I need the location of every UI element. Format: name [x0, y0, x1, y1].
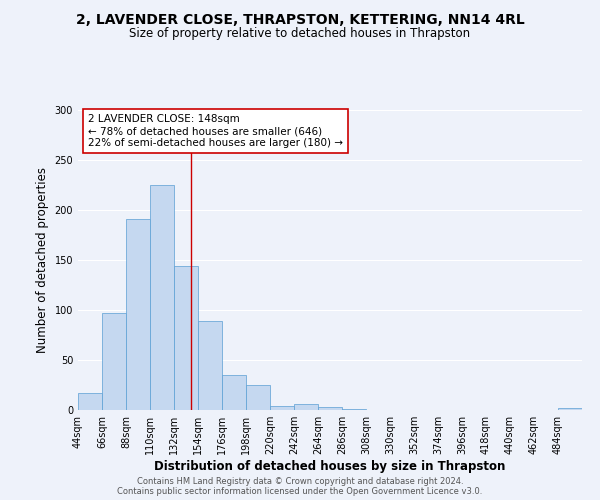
Text: Size of property relative to detached houses in Thrapston: Size of property relative to detached ho… — [130, 28, 470, 40]
Bar — [270, 406, 294, 410]
Bar — [222, 375, 246, 410]
Bar — [102, 313, 126, 410]
Text: 2 LAVENDER CLOSE: 148sqm
← 78% of detached houses are smaller (646)
22% of semi-: 2 LAVENDER CLOSE: 148sqm ← 78% of detach… — [88, 114, 343, 148]
Bar — [246, 385, 270, 410]
X-axis label: Distribution of detached houses by size in Thrapston: Distribution of detached houses by size … — [154, 460, 506, 473]
Bar — [342, 409, 366, 410]
Bar — [294, 404, 318, 410]
Bar — [78, 393, 102, 410]
Bar — [150, 185, 174, 410]
Bar — [198, 321, 222, 410]
Bar — [318, 407, 342, 410]
Y-axis label: Number of detached properties: Number of detached properties — [36, 167, 49, 353]
Bar — [126, 219, 150, 410]
Text: Contains public sector information licensed under the Open Government Licence v3: Contains public sector information licen… — [118, 486, 482, 496]
Text: 2, LAVENDER CLOSE, THRAPSTON, KETTERING, NN14 4RL: 2, LAVENDER CLOSE, THRAPSTON, KETTERING,… — [76, 12, 524, 26]
Bar — [558, 408, 582, 410]
Bar — [174, 266, 198, 410]
Text: Contains HM Land Registry data © Crown copyright and database right 2024.: Contains HM Land Registry data © Crown c… — [137, 476, 463, 486]
